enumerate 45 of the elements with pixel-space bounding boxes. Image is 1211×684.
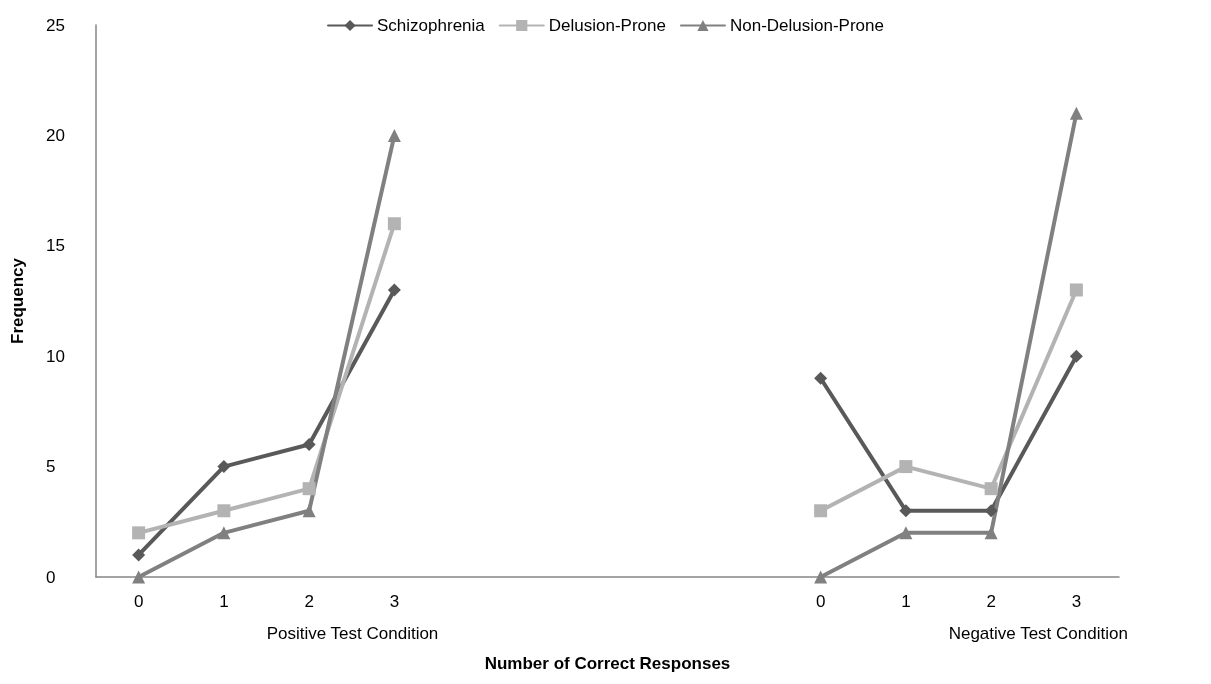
x-tick-label: 3 bbox=[389, 592, 400, 611]
legend-label: Delusion-Prone bbox=[548, 16, 666, 35]
point bbox=[1069, 349, 1083, 363]
text: Negative Test Condition bbox=[948, 624, 1128, 643]
point bbox=[814, 371, 828, 385]
legend-label: Schizophrenia bbox=[377, 16, 486, 35]
point bbox=[984, 526, 998, 540]
point bbox=[302, 482, 316, 496]
point bbox=[387, 283, 401, 297]
legend-label: Non-Delusion-Prone bbox=[729, 16, 884, 35]
point bbox=[1069, 283, 1083, 297]
point bbox=[899, 526, 913, 540]
x-tick-label: 1 bbox=[219, 592, 229, 611]
point bbox=[217, 504, 231, 518]
point bbox=[302, 504, 316, 518]
x-tick-label: 2 bbox=[986, 592, 996, 611]
point bbox=[984, 482, 998, 496]
x-tick-label: 0 bbox=[815, 592, 826, 611]
point bbox=[132, 548, 146, 562]
point bbox=[387, 128, 401, 142]
point bbox=[387, 217, 401, 231]
point bbox=[1069, 106, 1083, 120]
point bbox=[302, 438, 316, 452]
x-tick-label: 2 bbox=[304, 592, 314, 611]
text: Positive Test Condition bbox=[266, 624, 439, 643]
point bbox=[217, 526, 231, 540]
x-tick-label: 1 bbox=[901, 592, 911, 611]
y-tick-label: 0 bbox=[46, 567, 56, 587]
point bbox=[132, 570, 146, 584]
y-tick-label: 15 bbox=[46, 236, 65, 256]
y-tick-label: 5 bbox=[46, 457, 56, 477]
y-tick-label: 20 bbox=[46, 125, 65, 145]
point bbox=[899, 504, 913, 518]
x-tick-label: 0 bbox=[133, 592, 144, 611]
point bbox=[984, 504, 998, 518]
point bbox=[217, 460, 231, 474]
x-axis-title: Number of Correct Responses bbox=[484, 654, 731, 673]
point bbox=[132, 526, 146, 540]
y-tick-label: 10 bbox=[46, 346, 65, 366]
point bbox=[814, 570, 828, 584]
x-tick-label: 3 bbox=[1071, 592, 1082, 611]
point bbox=[814, 504, 828, 518]
y-tick-label: 25 bbox=[46, 15, 65, 35]
point bbox=[899, 460, 913, 474]
y-axis-title: Frequency bbox=[8, 257, 27, 344]
